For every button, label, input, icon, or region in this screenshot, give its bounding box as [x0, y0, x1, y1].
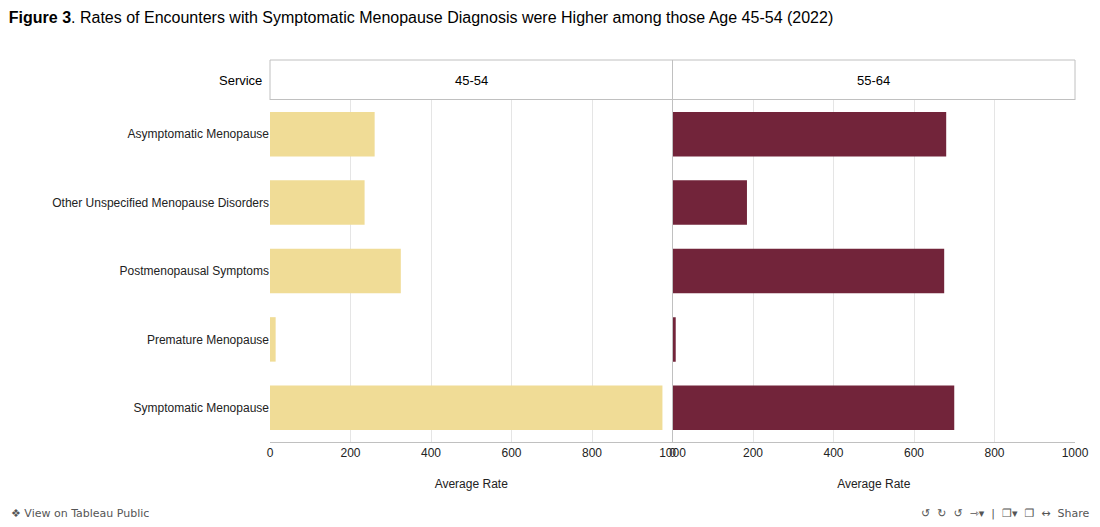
svg-text:0: 0 [267, 446, 274, 460]
svg-text:Symptomatic Menopause: Symptomatic Menopause [134, 401, 270, 415]
svg-text:800: 800 [984, 446, 1004, 460]
svg-text:Postmenopausal Symptoms: Postmenopausal Symptoms [120, 264, 269, 278]
svg-text:55-64: 55-64 [857, 73, 890, 88]
svg-text:Figure 3. Rates of Encounters: Figure 3. Rates of Encounters with Sympt… [9, 9, 833, 26]
svg-text:45-54: 45-54 [455, 73, 488, 88]
svg-text:❖ View on Tableau Public: ❖ View on Tableau Public [11, 507, 149, 520]
svg-text:Average Rate: Average Rate [837, 477, 910, 491]
svg-text:Average Rate: Average Rate [435, 477, 508, 491]
svg-text:600: 600 [501, 446, 521, 460]
svg-text:1000: 1000 [1062, 446, 1089, 460]
svg-text:400: 400 [823, 446, 843, 460]
svg-text:Premature Menopause: Premature Menopause [147, 333, 269, 347]
svg-text:Other Unspecified Menopause Di: Other Unspecified Menopause Disorders [52, 196, 269, 210]
svg-text:1000: 1000 [659, 446, 686, 460]
svg-text:200: 200 [340, 446, 360, 460]
svg-text:200: 200 [743, 446, 763, 460]
svg-text:Asymptomatic Menopause: Asymptomatic Menopause [128, 127, 270, 141]
svg-text:0: 0 [669, 446, 676, 460]
svg-text:Service: Service [219, 73, 262, 88]
svg-text:400: 400 [421, 446, 441, 460]
svg-text:800: 800 [582, 446, 602, 460]
svg-text:600: 600 [904, 446, 924, 460]
svg-text:↺ ↻ ↺ ⇾▾ | ❐▾ ❐ ↔ Shar: ↺ ↻ ↺ ⇾▾ | ❐▾ ❐ ↔ Share [921, 507, 1089, 520]
